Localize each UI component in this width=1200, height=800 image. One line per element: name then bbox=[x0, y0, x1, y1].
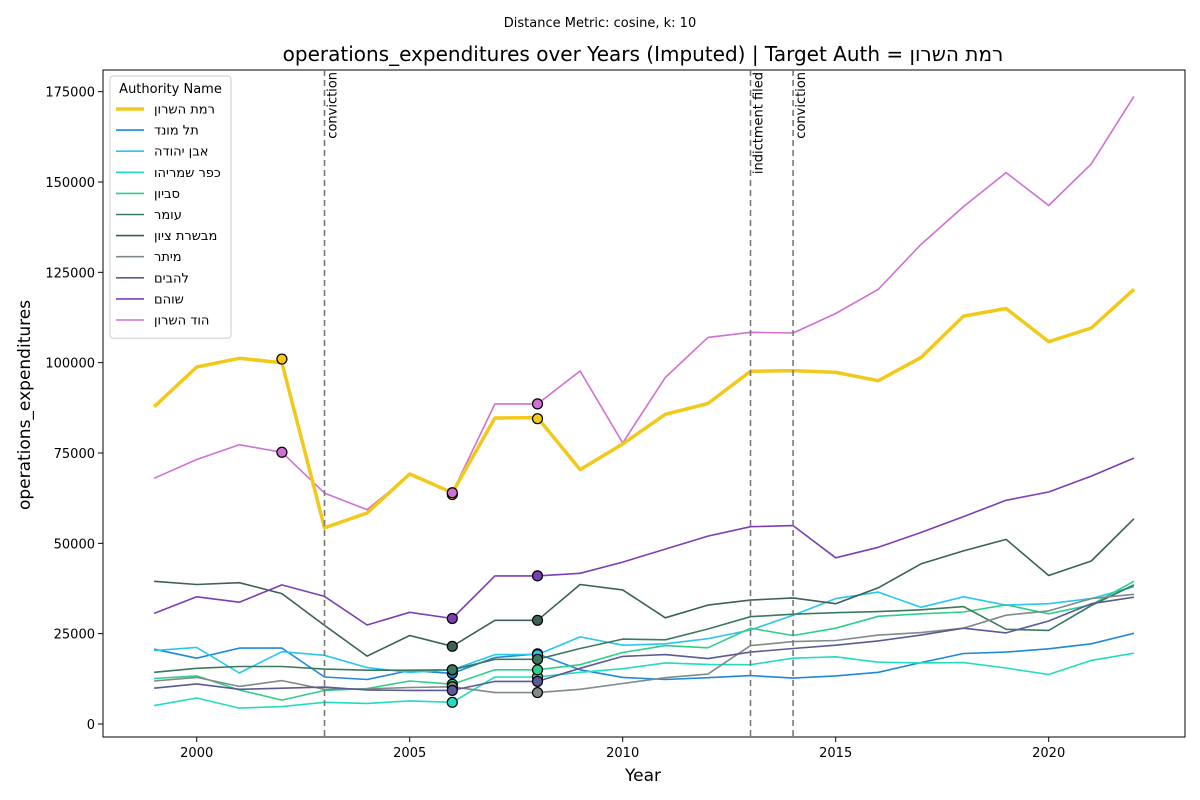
x-axis-label: Year bbox=[624, 766, 661, 786]
event-label: conviction bbox=[326, 72, 341, 139]
imputed-point bbox=[446, 640, 458, 652]
series-line-8 bbox=[154, 596, 1135, 692]
imputed-point bbox=[446, 684, 458, 696]
legend-entry: תל מונד bbox=[154, 124, 199, 139]
imputed-point bbox=[531, 413, 544, 425]
event-label: indictment filed bbox=[751, 72, 766, 174]
series-line-1 bbox=[153, 632, 1135, 681]
x-tick-label: 2000 bbox=[180, 746, 213, 761]
imputed-point bbox=[531, 664, 544, 676]
y-tick-label: 25000 bbox=[54, 628, 95, 643]
series-line-2 bbox=[154, 585, 1135, 674]
series-group bbox=[152, 95, 1136, 709]
legend-entry: שוהם bbox=[154, 292, 184, 307]
x-tick-label: 2010 bbox=[606, 746, 639, 761]
series-line-3 bbox=[153, 652, 1135, 709]
imputed-point bbox=[276, 353, 288, 365]
imputed-point bbox=[531, 398, 544, 410]
series-line-5 bbox=[154, 584, 1135, 674]
y-tick-label: 175000 bbox=[45, 86, 95, 101]
series-line-10 bbox=[153, 95, 1135, 511]
x-tick-label: 2015 bbox=[819, 746, 852, 761]
legend-title: Authority Name bbox=[119, 82, 222, 97]
legend-entry: להבים bbox=[154, 271, 189, 286]
legend-entry: כפר שמריהו bbox=[154, 166, 221, 181]
imputed-point bbox=[531, 570, 544, 582]
event-label: conviction bbox=[794, 72, 809, 139]
y-tick-label: 50000 bbox=[54, 537, 95, 552]
legend-entry: מיתר bbox=[154, 250, 182, 265]
legend-entry: אבן יהודה bbox=[154, 145, 208, 160]
imputed-point bbox=[531, 614, 544, 626]
x-tick-label: 2020 bbox=[1032, 746, 1065, 761]
y-tick-label: 150000 bbox=[45, 176, 95, 191]
imputed-point bbox=[446, 696, 458, 708]
y-tick-label: 75000 bbox=[54, 447, 95, 462]
series-line-4 bbox=[154, 580, 1135, 701]
imputed-point bbox=[531, 653, 544, 665]
axes-frame bbox=[102, 69, 1186, 738]
legend-entry: עומר bbox=[154, 208, 182, 223]
legend-entry: הוד השרון bbox=[154, 314, 209, 329]
imputed-point bbox=[446, 487, 458, 499]
imputed-point bbox=[531, 675, 544, 687]
series-line-6 bbox=[154, 518, 1135, 657]
chart-suptitle: Distance Metric: cosine, k: 10 bbox=[504, 16, 696, 31]
imputed-point bbox=[531, 686, 544, 699]
y-tick-label: 0 bbox=[87, 718, 95, 733]
imputed-point bbox=[446, 612, 458, 625]
legend-box bbox=[109, 75, 232, 339]
y-tick-label: 100000 bbox=[45, 357, 95, 372]
legend-entry: רמת השרון bbox=[154, 103, 215, 118]
plot-area: 2000 2005 2010 2015 2020 0 25000 50000 75000 1000… bbox=[45, 69, 1186, 761]
imputed-point bbox=[276, 446, 288, 458]
chart-title: operations_expenditures over Years (Impu… bbox=[283, 42, 1004, 66]
y-tick-label: 125000 bbox=[45, 266, 95, 281]
x-tick-label: 2005 bbox=[393, 746, 426, 761]
y-axis-label: operations_expenditures bbox=[15, 300, 35, 510]
imputed-point bbox=[446, 664, 458, 676]
legend-entry: סביון bbox=[154, 187, 180, 202]
series-line-0 bbox=[152, 288, 1136, 530]
legend: Authority Name רמת השרון תל מונד אבן יהודה כ… bbox=[109, 75, 232, 339]
series-line-9 bbox=[153, 457, 1135, 626]
legend-entry: מבשרת ציון bbox=[154, 229, 217, 244]
